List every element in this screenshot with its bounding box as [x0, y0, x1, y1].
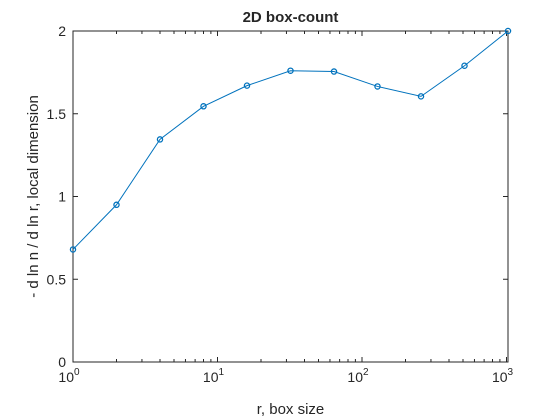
data-point-marker — [287, 67, 294, 74]
data-point-marker — [330, 68, 338, 75]
y-tick-label: 0 — [58, 354, 66, 370]
data-point-marker — [200, 103, 207, 110]
x-tick-exponent: 3 — [508, 367, 514, 378]
y-tick-label: 1 — [58, 189, 66, 205]
x-tick-exponent: 1 — [219, 367, 225, 378]
y-tick-label: 2 — [58, 23, 66, 39]
data-point-marker — [69, 246, 77, 253]
data-point-marker — [374, 83, 381, 90]
data-point-marker — [243, 82, 251, 89]
x-axis-label: r, box size — [257, 401, 325, 418]
x-tick-label: 101 — [203, 367, 225, 385]
x-tick-base: 10 — [492, 369, 508, 385]
data-point-marker — [461, 62, 468, 70]
x-tick-label: 100 — [58, 367, 80, 385]
y-axis-label: - d ln n / d ln r, local dimension — [25, 95, 42, 298]
data-point-marker — [113, 201, 120, 209]
data-point-marker — [504, 27, 512, 35]
y-tick-label: 1.5 — [47, 106, 67, 122]
x-tick-exponent: 2 — [363, 367, 369, 378]
x-tick-base: 10 — [203, 369, 219, 385]
series-layer — [69, 27, 512, 253]
x-tick-exponent: 0 — [74, 367, 80, 378]
chart-title: 2D box-count — [243, 9, 339, 26]
x-tick-label: 102 — [347, 367, 369, 385]
series-line — [72, 30, 509, 250]
x-tick-base: 10 — [58, 369, 74, 385]
data-point-marker — [156, 136, 164, 143]
data-point-marker — [417, 93, 425, 100]
x-tick-base: 10 — [347, 369, 363, 385]
y-tick-label: 0.5 — [47, 271, 67, 287]
x-tick-label: 103 — [492, 367, 514, 385]
